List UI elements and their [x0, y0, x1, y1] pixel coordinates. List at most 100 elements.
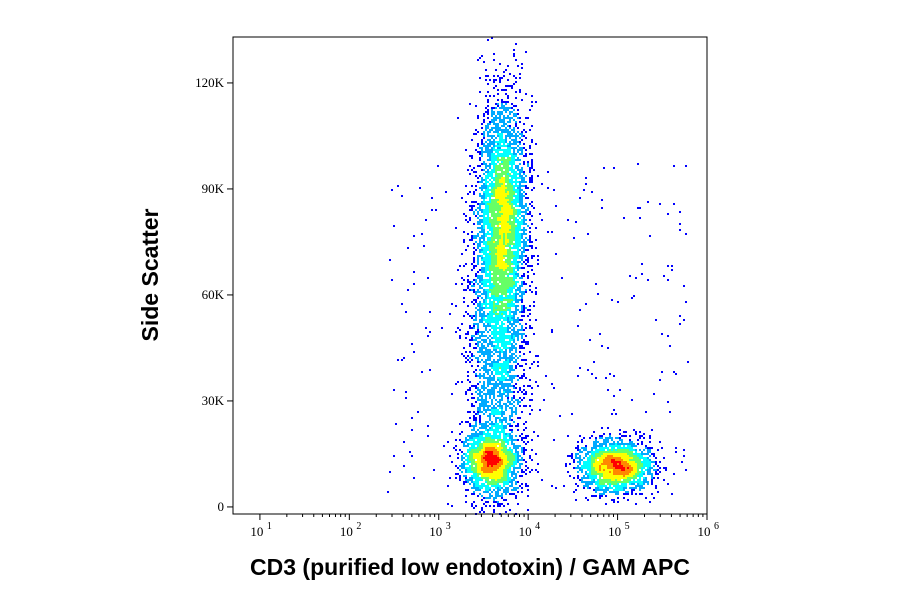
- event-point: [505, 211, 507, 213]
- event-point: [491, 277, 493, 279]
- event-point: [519, 195, 521, 197]
- event-point: [647, 453, 649, 455]
- event-point: [505, 169, 507, 171]
- event-point: [501, 467, 503, 469]
- event-point: [641, 443, 643, 445]
- event-point: [495, 209, 497, 211]
- event-point: [499, 253, 501, 255]
- event-point: [483, 393, 485, 395]
- event-point: [601, 455, 603, 457]
- event-point: [587, 451, 589, 453]
- event-point: [515, 447, 517, 449]
- event-point: [473, 193, 475, 195]
- event-point: [481, 469, 483, 471]
- event-point: [525, 219, 527, 221]
- event-point: [651, 447, 653, 449]
- event-point: [479, 453, 481, 455]
- event-point: [475, 453, 477, 455]
- event-point: [505, 347, 507, 349]
- event-point: [513, 461, 515, 463]
- event-point: [617, 483, 619, 485]
- event-point: [517, 199, 519, 201]
- event-point: [469, 447, 471, 449]
- event-point: [513, 333, 515, 335]
- event-point: [485, 205, 487, 207]
- event-point: [503, 129, 505, 131]
- event-point: [519, 217, 521, 219]
- event-point: [611, 299, 613, 301]
- event-point: [489, 353, 491, 355]
- event-point: [625, 443, 627, 445]
- event-point: [485, 489, 487, 491]
- event-point: [521, 215, 523, 217]
- event-point: [485, 233, 487, 235]
- event-point: [507, 317, 509, 319]
- event-point: [503, 481, 505, 483]
- event-point: [491, 437, 493, 439]
- event-point: [487, 227, 489, 229]
- event-point: [487, 213, 489, 215]
- event-point: [497, 355, 499, 357]
- event-point: [507, 201, 509, 203]
- event-point: [497, 141, 499, 143]
- event-point: [521, 99, 523, 101]
- event-point: [489, 375, 491, 377]
- event-point: [525, 93, 527, 95]
- event-point: [507, 281, 509, 283]
- event-point: [513, 493, 515, 495]
- event-point: [611, 479, 613, 481]
- event-point: [583, 437, 585, 439]
- event-point: [515, 439, 517, 441]
- event-point: [501, 395, 503, 397]
- event-point: [483, 241, 485, 243]
- event-point: [523, 211, 525, 213]
- event-point: [517, 451, 519, 453]
- event-point: [481, 151, 483, 153]
- event-point: [477, 151, 479, 153]
- event-point: [495, 345, 497, 347]
- event-point: [615, 413, 617, 415]
- event-point: [471, 185, 473, 187]
- event-point: [481, 343, 483, 345]
- event-point: [585, 445, 587, 447]
- event-point: [505, 449, 507, 451]
- event-point: [485, 151, 487, 153]
- event-point: [509, 429, 511, 431]
- event-point: [505, 367, 507, 369]
- event-point: [513, 151, 515, 153]
- event-point: [485, 329, 487, 331]
- event-point: [513, 293, 515, 295]
- event-point: [479, 423, 481, 425]
- event-point: [413, 351, 415, 353]
- event-point: [487, 263, 489, 265]
- event-point: [533, 273, 535, 275]
- event-point: [471, 433, 473, 435]
- event-point: [481, 367, 483, 369]
- event-point: [521, 169, 523, 171]
- event-point: [649, 455, 651, 457]
- event-point: [521, 197, 523, 199]
- event-point: [505, 315, 507, 317]
- event-point: [531, 205, 533, 207]
- event-point: [491, 177, 493, 179]
- event-point: [655, 485, 657, 487]
- event-point: [489, 453, 491, 455]
- event-point: [499, 285, 501, 287]
- event-point: [503, 201, 505, 203]
- event-point: [529, 177, 531, 179]
- event-point: [479, 237, 481, 239]
- event-point: [485, 315, 487, 317]
- event-point: [493, 441, 495, 443]
- event-point: [461, 353, 463, 355]
- event-point: [583, 463, 585, 465]
- event-point: [497, 489, 499, 491]
- event-point: [495, 285, 497, 287]
- event-point: [623, 467, 625, 469]
- event-point: [491, 423, 493, 425]
- event-point: [507, 347, 509, 349]
- event-point: [477, 467, 479, 469]
- event-point: [511, 177, 513, 179]
- event-point: [601, 457, 603, 459]
- event-point: [529, 171, 531, 173]
- event-point: [507, 359, 509, 361]
